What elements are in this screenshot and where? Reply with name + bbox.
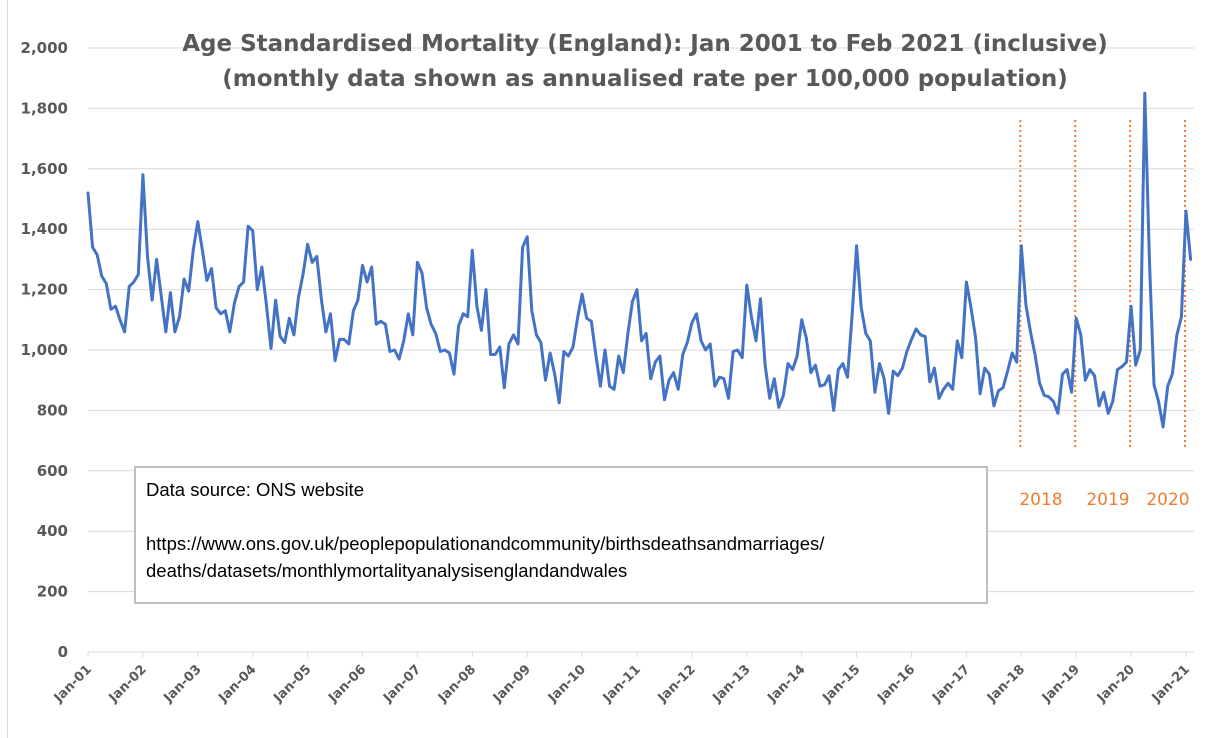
series-group	[86, 91, 1193, 429]
year-label: 2020	[1146, 490, 1189, 510]
chart-subtitle: (monthly data shown as annualised rate p…	[222, 66, 1068, 92]
source-label: Data source: ONS website	[146, 479, 364, 500]
x-tick-label: Jan-15	[819, 662, 863, 706]
chart-frame	[7, 0, 1214, 738]
y-tick-label: 2,000	[21, 39, 68, 57]
y-tick-label: 1,000	[21, 341, 68, 359]
year-label: 2019	[1086, 490, 1129, 510]
y-tick-label: 800	[37, 401, 68, 419]
source-url-line-2: deaths/datasets/monthlymortalityanalysis…	[146, 560, 628, 581]
source-url-line-1: https://www.ons.gov.uk/peoplepopulationa…	[146, 533, 825, 554]
x-tick-label: Jan-14	[764, 662, 808, 706]
x-tick-label: Jan-11	[600, 662, 644, 706]
x-tick-label: Jan-04	[215, 662, 259, 706]
x-tick-label: Jan-18	[984, 662, 1028, 706]
series-line	[86, 91, 1193, 429]
x-tick-label: Jan-20	[1094, 662, 1138, 706]
x-tick-label: Jan-12	[655, 662, 699, 706]
x-tick-label: Jan-02	[106, 662, 150, 706]
year-markers: 2018 2019 2020	[1019, 120, 1190, 510]
x-tick-label: Jan-13	[710, 662, 754, 706]
y-tick-label: 1,600	[21, 160, 68, 178]
y-tick-label: 400	[37, 522, 68, 540]
x-tick-label: Jan-03	[161, 662, 205, 706]
x-tick-label: Jan-10	[545, 662, 589, 706]
y-tick-label: 200	[37, 583, 68, 601]
x-tick-label: Jan-08	[435, 662, 479, 706]
data-source-textbox: Data source: ONS website https://www.ons…	[134, 466, 988, 604]
x-tick-label: Jan-05	[270, 662, 314, 706]
y-tick-label: 0	[58, 643, 68, 661]
x-tick-label: Jan-09	[490, 662, 534, 706]
x-tick-label: Jan-19	[1039, 662, 1083, 706]
y-tick-label: 1,800	[21, 99, 68, 117]
y-axis-ticks: 0 200 400 600 800 1,000 1,200 1,400 1,600 1,800 2,…	[21, 39, 68, 661]
year-label: 2018	[1019, 490, 1062, 510]
x-tick-label: Jan-07	[380, 662, 424, 706]
gridlines	[87, 47, 1194, 657]
x-tick-label: Jan-21	[1149, 662, 1193, 706]
y-tick-label: 1,400	[21, 220, 68, 238]
x-tick-label: Jan-01	[51, 662, 95, 706]
x-tick-label: Jan-06	[325, 662, 369, 706]
chart-title: Age Standardised Mortality (England): Ja…	[182, 31, 1108, 57]
x-tick-label: Jan-17	[929, 662, 973, 706]
y-tick-label: 600	[37, 462, 68, 480]
x-axis-ticks: Jan-01 Jan-02 Jan-03 Jan-04 Jan-05 Jan-06 Jan-…	[51, 662, 1193, 706]
y-tick-label: 1,200	[21, 281, 68, 299]
x-tick-label: Jan-16	[874, 662, 918, 706]
